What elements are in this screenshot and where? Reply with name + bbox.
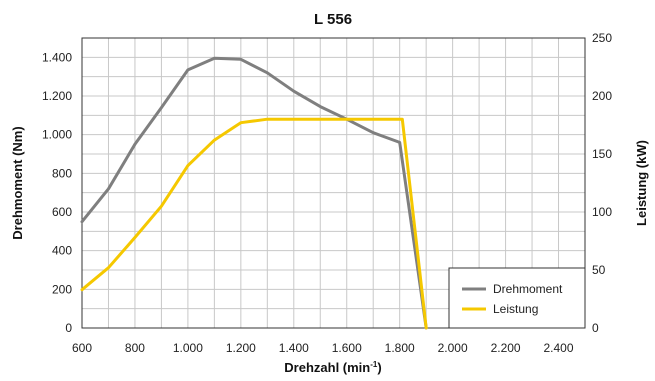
x-tick-label: 2.400 bbox=[544, 341, 574, 355]
x-tick-label: 600 bbox=[72, 341, 92, 355]
y-left-tick-label: 600 bbox=[52, 205, 72, 219]
y-left-tick-label: 200 bbox=[52, 282, 72, 296]
y-right-tick-label: 150 bbox=[592, 147, 612, 161]
y-right-tick-label: 200 bbox=[592, 89, 612, 103]
y-right-tick-label: 50 bbox=[592, 263, 606, 277]
x-axis-label-main: Drehzahl (min bbox=[284, 360, 370, 375]
y-left-tick-label: 800 bbox=[52, 166, 72, 180]
x-tick-label: 1.800 bbox=[385, 341, 415, 355]
x-axis-label-superscript: -1 bbox=[370, 360, 378, 369]
x-tick-label: 1.000 bbox=[173, 341, 203, 355]
plot-frame bbox=[81, 37, 586, 329]
legend-label-drehmoment: Drehmoment bbox=[493, 282, 563, 296]
y-left-tick-label: 400 bbox=[52, 244, 72, 258]
y-axis-right-label: Leistung (kW) bbox=[634, 140, 649, 226]
y-left-tick-label: 1.200 bbox=[42, 89, 72, 103]
x-axis-label: Drehzahl (min-1) bbox=[284, 360, 381, 375]
series-line-leistung bbox=[80, 117, 428, 330]
y-left-tick-label: 1.400 bbox=[42, 50, 72, 64]
x-tick-label: 1.400 bbox=[279, 341, 309, 355]
chart-title: L 556 bbox=[314, 11, 352, 28]
y-left-tick-label: 0 bbox=[65, 321, 72, 335]
x-tick-label: 2.200 bbox=[491, 341, 521, 355]
x-tick-label: 2.000 bbox=[438, 341, 468, 355]
x-tick-label: 800 bbox=[125, 341, 145, 355]
y-left-tick-label: 1.000 bbox=[42, 128, 72, 142]
legend: Drehmoment Leistung bbox=[448, 267, 586, 329]
legend-label-leistung: Leistung bbox=[493, 302, 538, 316]
series-layer bbox=[80, 56, 428, 330]
y-axis-left-label: Drehmoment (Nm) bbox=[10, 126, 25, 239]
tick-labels: 600 800 1.000 1.200 1.400 1.600 1.800 2.000 2.20… bbox=[42, 31, 612, 355]
series-line-drehmoment bbox=[80, 56, 428, 330]
y-right-tick-label: 100 bbox=[592, 205, 612, 219]
x-tick-label: 1.600 bbox=[332, 341, 362, 355]
x-axis-label-end: ) bbox=[377, 360, 381, 375]
x-tick-label: 1.200 bbox=[226, 341, 256, 355]
y-right-tick-label: 0 bbox=[592, 321, 599, 335]
y-right-tick-label: 250 bbox=[592, 31, 612, 45]
legend-box bbox=[448, 267, 586, 329]
